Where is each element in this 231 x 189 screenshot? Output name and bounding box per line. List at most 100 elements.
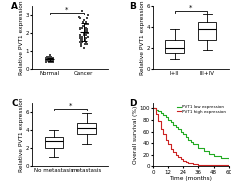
Point [51, 57, 55, 60]
Point [79, 41, 82, 44]
Point [84, 21, 88, 24]
Point [45, 57, 48, 60]
Point [79, 41, 83, 44]
Point [78, 28, 82, 31]
Point [46, 57, 49, 60]
PVT1 high expression [157, 120, 160, 122]
Point [45, 59, 49, 62]
Text: *: * [189, 5, 193, 10]
PVT1 low expression [212, 155, 215, 157]
Point [51, 59, 55, 62]
Point [51, 61, 55, 64]
PVT1 high expression [177, 156, 180, 158]
Point [80, 26, 84, 29]
PVT1 high expression [164, 139, 167, 141]
Point [84, 41, 88, 44]
Point [84, 30, 88, 33]
PVT1 low expression [220, 157, 222, 159]
Point [48, 57, 52, 60]
PVT1 low expression [152, 107, 155, 109]
PVT1 high expression [159, 128, 162, 130]
Point [50, 55, 53, 58]
Point [45, 59, 48, 62]
Point [46, 57, 50, 60]
PVT1 high expression [167, 143, 170, 145]
Point [46, 59, 50, 62]
Point [47, 59, 51, 62]
Point [48, 59, 52, 62]
Point [84, 21, 88, 24]
Point [78, 35, 82, 38]
PVT1 low expression [162, 114, 165, 116]
PVT1 low expression [159, 112, 162, 114]
Point [81, 24, 84, 27]
Point [44, 59, 48, 62]
Y-axis label: Relative PVT1 expression: Relative PVT1 expression [19, 0, 24, 75]
Point [80, 41, 84, 44]
Point [85, 42, 88, 45]
Point [79, 26, 82, 29]
Point [50, 61, 53, 64]
Point [83, 32, 87, 35]
PVT1 high expression [202, 164, 205, 166]
Point [86, 13, 89, 16]
Point [48, 59, 52, 62]
Point [46, 55, 49, 58]
Point [86, 32, 90, 35]
Line: PVT1 low expression: PVT1 low expression [153, 108, 229, 160]
Y-axis label: Overall survival (%): Overall survival (%) [133, 105, 138, 164]
Point [82, 19, 86, 22]
Point [85, 30, 89, 33]
Point [45, 59, 49, 62]
Point [49, 59, 52, 62]
PVT1 low expression [187, 139, 190, 141]
Point [46, 59, 50, 62]
PVT1 high expression [190, 162, 192, 165]
PVT1 low expression [169, 121, 172, 123]
PVT1 high expression [182, 159, 185, 162]
Point [82, 32, 86, 35]
Y-axis label: Relative PVT1 expression: Relative PVT1 expression [140, 0, 145, 75]
PVT1 low expression [154, 108, 157, 111]
PVT1 low expression [179, 130, 182, 133]
Point [81, 24, 84, 27]
Point [44, 61, 48, 64]
PVT1 low expression [164, 116, 167, 118]
PVT1 high expression [179, 158, 182, 160]
Point [84, 37, 88, 40]
Point [50, 57, 54, 60]
PVT1 low expression [197, 147, 200, 149]
Point [49, 53, 52, 56]
Text: D: D [129, 99, 137, 108]
Point [79, 44, 82, 47]
PathPatch shape [45, 137, 63, 148]
PVT1 low expression [192, 143, 195, 145]
PVT1 low expression [172, 123, 175, 126]
Point [78, 37, 82, 40]
PVT1 high expression [162, 133, 165, 136]
Point [48, 61, 52, 64]
Point [79, 42, 83, 45]
Point [45, 59, 49, 62]
Point [78, 33, 82, 36]
Point [48, 59, 52, 62]
Point [82, 46, 86, 49]
Point [84, 33, 88, 36]
PVT1 high expression [174, 154, 177, 156]
Point [85, 17, 89, 20]
Point [46, 55, 50, 58]
Point [46, 59, 49, 62]
Legend: PVT1 low expression, PVT1 high expression: PVT1 low expression, PVT1 high expressio… [176, 105, 227, 114]
Text: B: B [129, 2, 136, 11]
Point [46, 55, 49, 58]
PVT1 high expression [185, 160, 187, 163]
PVT1 high expression [212, 164, 215, 166]
PVT1 low expression [177, 128, 180, 130]
Point [85, 28, 89, 31]
Point [49, 59, 53, 62]
PathPatch shape [165, 40, 184, 53]
Point [86, 35, 90, 38]
PVT1 low expression [174, 126, 177, 128]
Text: *: * [68, 102, 72, 108]
Point [83, 39, 87, 42]
